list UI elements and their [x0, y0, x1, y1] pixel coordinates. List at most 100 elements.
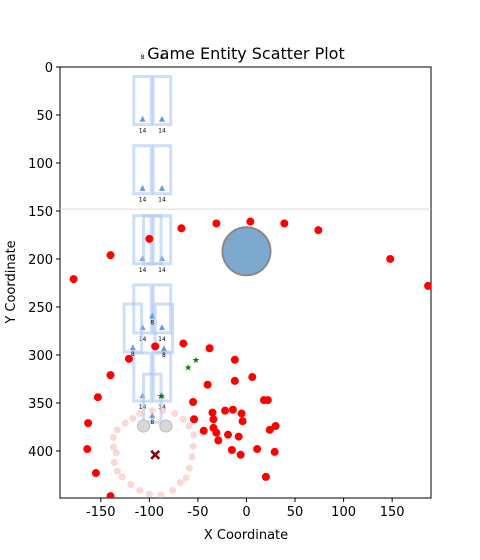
neutral-point: [137, 419, 151, 433]
zone-rect: [142, 214, 163, 266]
entity-point: [189, 398, 198, 407]
ring-point: [176, 479, 184, 487]
ring-point: [188, 453, 196, 461]
x-tick-label: -100: [135, 505, 165, 520]
star-marker: ★: [157, 392, 165, 402]
large-entity: [221, 226, 272, 277]
x-tick-label: 150: [380, 505, 405, 520]
unit-label: 14: [158, 336, 166, 343]
unit-label: 14: [158, 128, 166, 135]
plot-frame: [59, 66, 432, 499]
entity-point: [199, 426, 208, 435]
ring-point: [127, 481, 135, 489]
entity-point: [190, 415, 199, 424]
entity-point: [261, 472, 270, 481]
x-tick-label: -150: [86, 505, 116, 520]
axes: 8 8 -150 -100 -50 0 50 100 150 0 50 100 150 200 250 300…: [28, 54, 404, 520]
entity-point: [234, 432, 243, 441]
entity-point: [386, 254, 395, 263]
unit-label: 14: [158, 267, 166, 274]
entity-point: [209, 415, 218, 424]
unit-label: 14: [139, 267, 147, 274]
entity-point: [209, 423, 218, 432]
unit-label: 14: [139, 128, 147, 135]
target-x-marker: [150, 449, 161, 460]
entity-point: [83, 445, 92, 454]
x-tick-label: 100: [331, 505, 356, 520]
ring-point: [136, 486, 144, 494]
ring-point: [109, 434, 117, 442]
ring-point: [112, 449, 120, 457]
entity-point: [106, 492, 115, 498]
entity-point: [224, 430, 233, 439]
entity-point: [228, 405, 237, 414]
entity-point: [263, 396, 272, 405]
star-marker: ★: [192, 356, 200, 366]
ring-point: [109, 443, 117, 451]
entity-point: [271, 422, 280, 431]
ring-point: [182, 474, 190, 482]
top-unit-label: 8: [160, 54, 164, 61]
entity-point: [124, 354, 133, 363]
entity-point: [205, 344, 214, 353]
neutral-point: [159, 419, 173, 433]
unit-marker: [139, 115, 146, 122]
ring-point: [189, 442, 197, 450]
ring-point: [136, 410, 144, 418]
ring-point: [129, 414, 137, 422]
ring-point: [190, 431, 198, 439]
entity-point: [236, 450, 245, 459]
ring-point: [121, 419, 129, 427]
unit-marker: [158, 115, 165, 122]
unit-label: 8: [131, 351, 135, 358]
entity-point: [106, 371, 115, 380]
y-tick-label: 100: [28, 157, 53, 172]
x-axis-label: X Coordinate: [204, 528, 288, 543]
x-tick-label: 50: [287, 505, 304, 520]
entity-point: [214, 436, 223, 445]
entity-point: [248, 373, 257, 382]
unit-label: 8: [150, 419, 154, 426]
unit-label: 14: [139, 197, 147, 204]
ring-point: [145, 490, 153, 498]
y-tick-label: 200: [28, 253, 53, 268]
y-tick-label: 350: [28, 397, 53, 412]
unit-marker: [158, 184, 165, 191]
entity-point: [151, 342, 160, 351]
entity-point: [237, 409, 246, 418]
ring-point: [179, 415, 187, 423]
unit-marker: [158, 324, 165, 331]
entity-point: [230, 376, 239, 385]
zone-rect: [151, 75, 173, 127]
y-axis-label: Y Coordinate: [4, 240, 19, 324]
unit-label: 8: [162, 352, 166, 359]
entity-point: [265, 425, 274, 434]
top-unit-label: 8: [141, 54, 145, 61]
unit-marker: [139, 184, 146, 191]
y-tick-label: 250: [28, 301, 53, 316]
entity-point: [280, 219, 289, 228]
zone-rect: [151, 283, 173, 335]
ring-point: [113, 426, 121, 434]
entity-point: [424, 281, 431, 290]
x-tick-label: 0: [242, 505, 250, 520]
entity-point: [203, 380, 212, 389]
y-tick-label: 50: [36, 109, 53, 124]
entity-point: [177, 224, 186, 233]
zone-rect: [132, 75, 153, 127]
ring-point: [171, 410, 179, 418]
entity-point: [145, 234, 154, 243]
entity-point: [314, 226, 323, 235]
ring-point: [118, 473, 126, 481]
entity-point: [84, 419, 93, 428]
ring-point: [110, 458, 118, 466]
unit-label: 14: [158, 197, 166, 204]
ring-point: [169, 486, 177, 494]
ring-point: [113, 467, 121, 475]
y-tick-label: 0: [45, 61, 53, 76]
entity-point: [106, 251, 115, 260]
unit-label: 8: [150, 319, 154, 326]
entity-point: [208, 408, 217, 417]
ring-point: [148, 407, 156, 415]
